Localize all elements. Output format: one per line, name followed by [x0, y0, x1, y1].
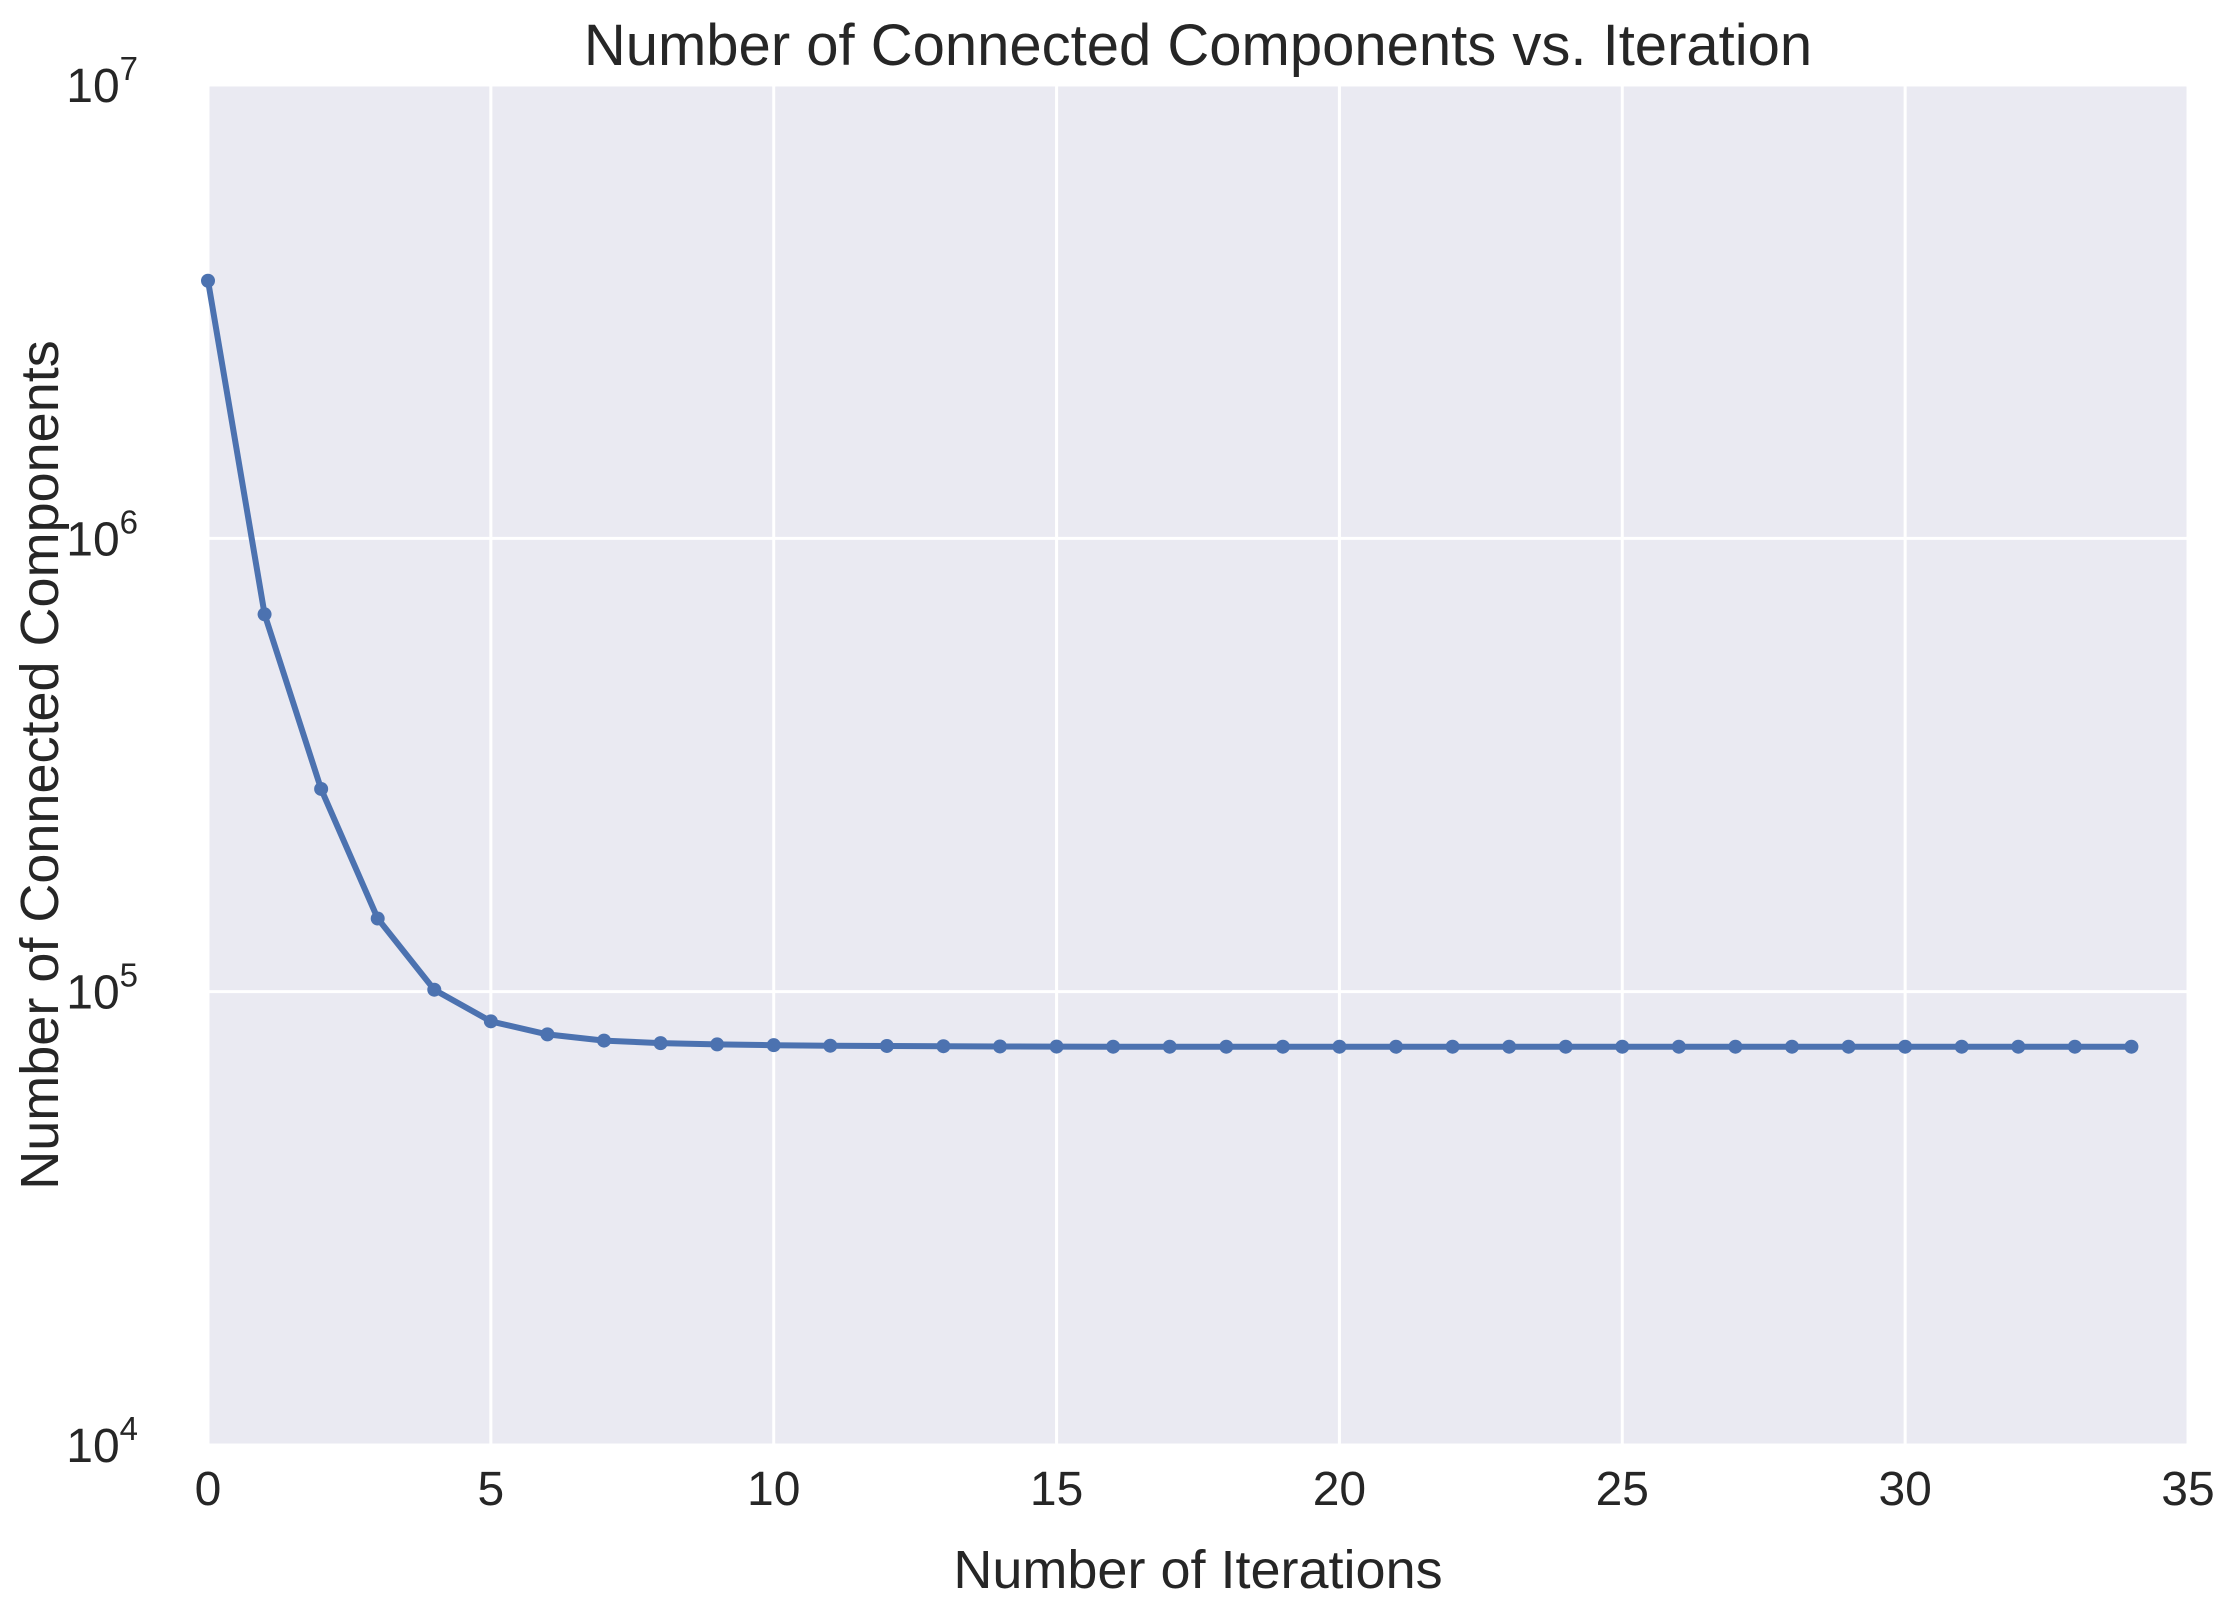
data-point	[1898, 1039, 1913, 1054]
y-tick-label: 107	[66, 50, 138, 113]
x-tick-label: 15	[1030, 1463, 1083, 1516]
y-tick-exponent: 6	[120, 503, 138, 540]
data-point	[540, 1027, 555, 1042]
x-tick-label: 10	[747, 1463, 800, 1516]
data-point	[370, 911, 385, 926]
data-point	[1502, 1039, 1517, 1054]
data-point	[1275, 1039, 1290, 1054]
y-tick-base: 10	[66, 1420, 119, 1473]
y-tick-label: 104	[66, 1410, 138, 1473]
data-point	[993, 1039, 1007, 1054]
x-tick-label: 0	[195, 1463, 222, 1516]
x-axis-label: Number of Iterations	[953, 1540, 1442, 1600]
x-gridlines	[206, 85, 2190, 1445]
y-tick-base: 10	[66, 967, 119, 1020]
data-point	[1841, 1039, 1856, 1054]
data-point	[2124, 1039, 2139, 1054]
y-tick-base: 10	[66, 513, 119, 566]
y-tick-exponent: 4	[120, 1410, 138, 1447]
y-gridlines	[208, 83, 2188, 1447]
y-tick-label: 106	[66, 503, 138, 566]
data-point	[766, 1038, 781, 1053]
series-markers	[201, 273, 2139, 1054]
x-tick-label: 25	[1596, 1463, 1649, 1516]
x-tick-label: 30	[1878, 1463, 1931, 1516]
data-point	[1219, 1039, 1234, 1054]
y-tick-exponent: 5	[120, 957, 138, 994]
y-axis-label: Number of Connected Components	[10, 340, 70, 1189]
data-point	[653, 1036, 668, 1051]
y-tick-base: 10	[66, 60, 119, 113]
data-point	[1728, 1039, 1743, 1054]
data-point	[879, 1038, 894, 1053]
data-point	[1389, 1039, 1403, 1054]
x-tick-label: 20	[1313, 1463, 1366, 1516]
plot-background	[208, 85, 2188, 1445]
chart-title: Number of Connected Components vs. Itera…	[584, 13, 1812, 78]
data-point	[710, 1037, 725, 1052]
data-point	[1445, 1039, 1460, 1054]
data-point	[427, 982, 442, 997]
data-point	[1106, 1039, 1121, 1054]
data-point	[257, 607, 272, 622]
data-point	[1615, 1039, 1630, 1054]
data-point	[1558, 1039, 1573, 1054]
data-point	[314, 781, 329, 796]
data-point	[1785, 1039, 1799, 1054]
data-point	[1332, 1039, 1347, 1054]
data-point	[823, 1038, 838, 1053]
x-tick-label: 5	[478, 1463, 505, 1516]
x-tick-labels: 0 5 10 15 20 25 30 35	[195, 1463, 2215, 1516]
data-point	[2067, 1039, 2082, 1054]
data-point	[2011, 1039, 2026, 1054]
y-tick-label: 105	[66, 957, 138, 1020]
y-tick-exponent: 7	[120, 50, 138, 87]
data-point	[483, 1014, 498, 1029]
data-point	[201, 273, 215, 288]
x-tick-label: 35	[2161, 1463, 2214, 1516]
data-point	[1162, 1039, 1177, 1054]
data-point	[936, 1039, 951, 1054]
data-point	[597, 1033, 611, 1048]
data-point	[1049, 1039, 1064, 1054]
data-point	[1671, 1039, 1686, 1054]
data-point	[1954, 1039, 1969, 1054]
